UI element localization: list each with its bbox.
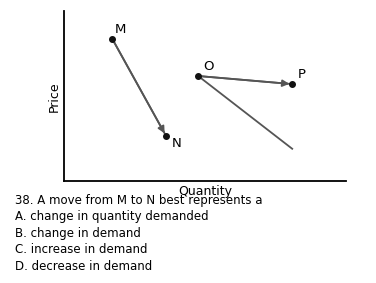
Y-axis label: Price: Price [48,81,61,112]
Text: C. increase in demand: C. increase in demand [15,243,147,256]
Text: D. decrease in demand: D. decrease in demand [15,260,152,273]
Text: A. change in quantity demanded: A. change in quantity demanded [15,210,209,223]
Text: P: P [297,68,306,81]
Text: B. change in demand: B. change in demand [15,227,141,240]
Text: O: O [203,60,214,73]
X-axis label: Quantity: Quantity [178,185,232,198]
Text: 38. A move from M to N best represents a: 38. A move from M to N best represents a [15,194,262,207]
Text: N: N [171,138,181,151]
Text: M: M [115,23,126,36]
